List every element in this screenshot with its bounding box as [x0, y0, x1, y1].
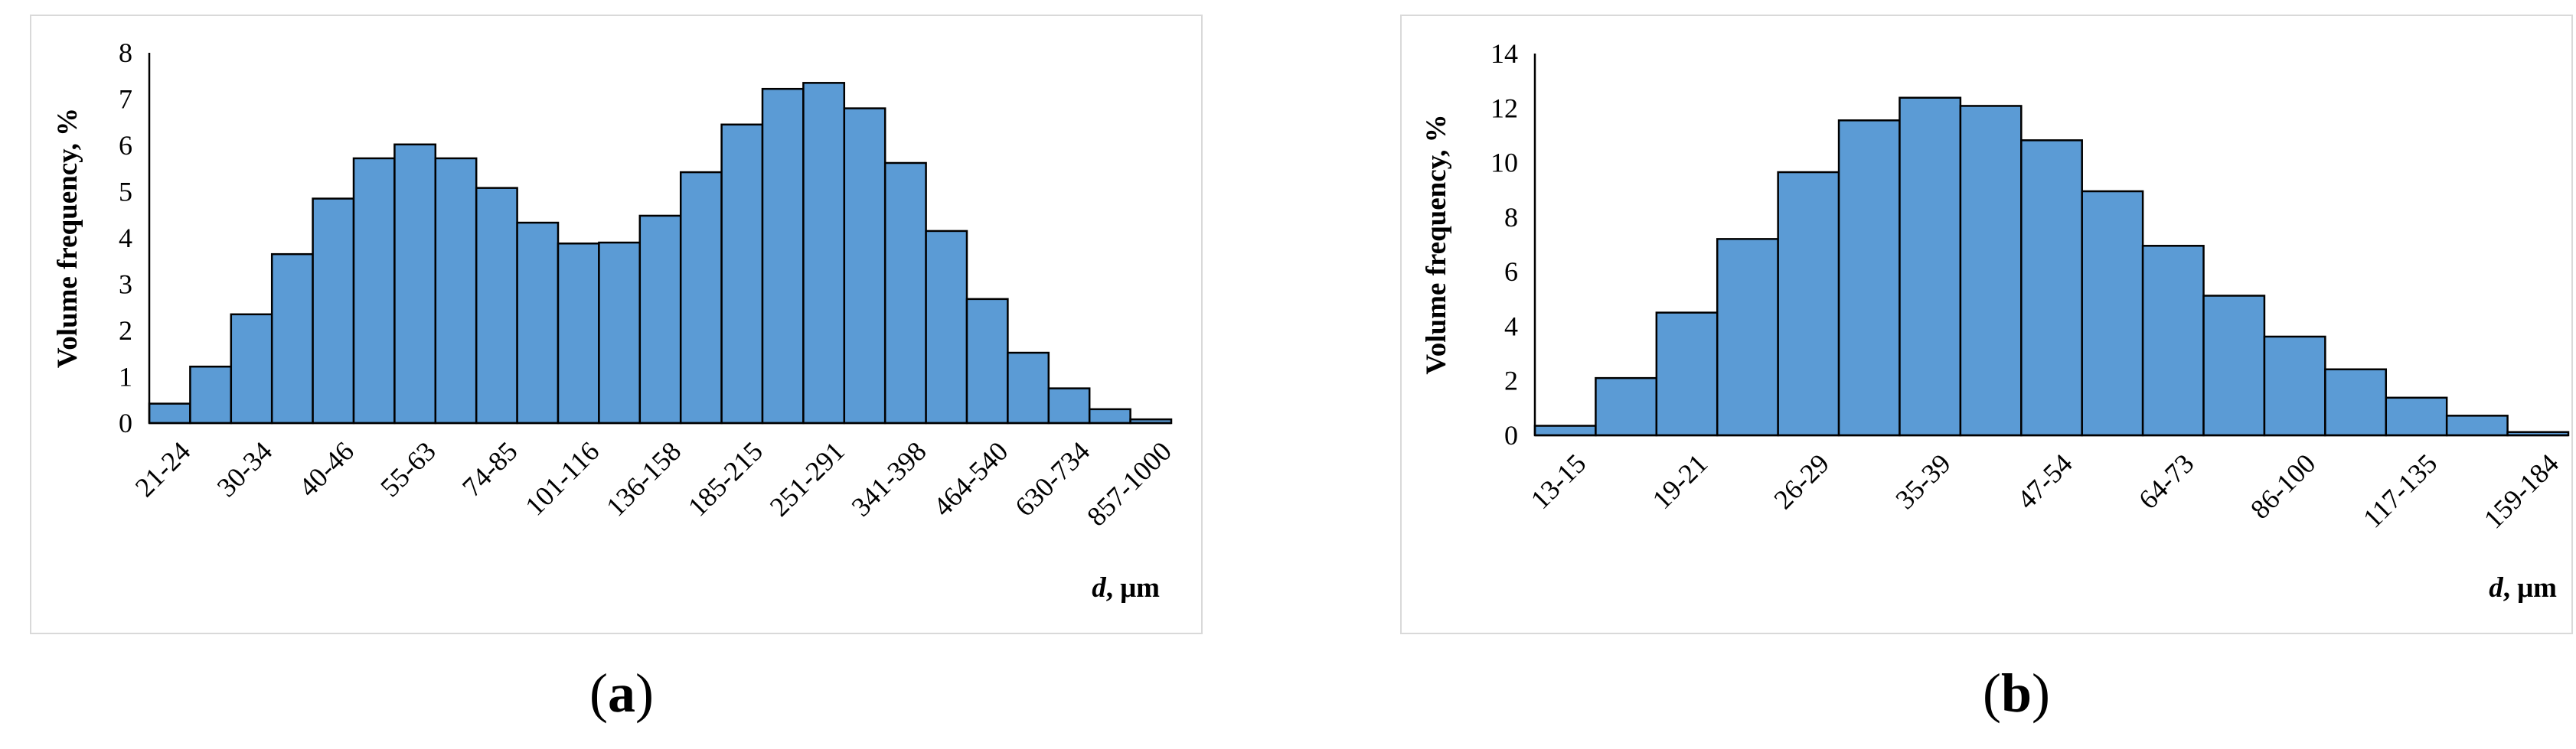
- bar-251-291: [802, 82, 846, 425]
- bar-734-857: [1088, 408, 1131, 425]
- bar-19-21: [1655, 311, 1719, 437]
- y-tick-label: 0: [119, 408, 132, 438]
- bar-15-19: [1595, 376, 1658, 437]
- y-tick-label: 2: [1504, 366, 1518, 396]
- x-axis-title: d, μm: [2489, 572, 2557, 604]
- y-tick-label: 7: [119, 84, 132, 115]
- bar-24-30: [189, 365, 233, 425]
- chart-panel-b: 0 2 4 6 8 10 12 14 13-15 19-21 26-29 35-39 47-54 64-7…: [1397, 0, 2576, 658]
- y-tick-label: 8: [119, 37, 132, 68]
- bar-30-34: [230, 313, 273, 425]
- bar-158-185: [679, 171, 723, 425]
- panel-label-a: (a): [589, 663, 654, 724]
- y-tick-label: 4: [1504, 311, 1518, 341]
- bar-116-136: [598, 241, 642, 425]
- bar-34-40: [270, 252, 314, 425]
- bar-54-64: [2081, 190, 2144, 437]
- bar-86-100: [2263, 335, 2326, 437]
- bar-136-158: [638, 214, 682, 425]
- bar-341-398: [883, 161, 927, 425]
- y-tick-label: 6: [119, 130, 132, 161]
- x-axis-title-unit: , μm: [2503, 572, 2557, 604]
- y-tick-label: 10: [1490, 148, 1518, 178]
- y-axis-title: Volume frequency, %: [1421, 114, 1452, 374]
- panel-label-b: (b): [1983, 663, 2051, 724]
- x-axis-title-symbol: d: [1092, 572, 1106, 604]
- bar-540-630: [1007, 351, 1050, 425]
- bar-55-63: [393, 143, 437, 425]
- bar-101-116: [557, 243, 600, 425]
- y-tick-label: 5: [119, 177, 132, 207]
- y-tick-label: 8: [1504, 202, 1518, 233]
- bar-135-159: [2445, 415, 2509, 437]
- bar-40-46: [312, 197, 355, 425]
- y-tick-label: 6: [1504, 256, 1518, 287]
- x-axis-title: d, μm: [1092, 572, 1160, 604]
- bar-21-24: [148, 402, 191, 425]
- bar-291-341: [843, 107, 886, 425]
- y-axis-title: Volume frequency, %: [52, 108, 83, 368]
- bar-35-39: [1899, 96, 1962, 437]
- x-axis-title-unit: , μm: [1106, 572, 1160, 604]
- bar-64-73: [2141, 245, 2205, 437]
- y-tick-label: 12: [1490, 93, 1518, 123]
- bar-398-464: [925, 230, 968, 425]
- y-tick-label: 4: [119, 223, 132, 253]
- bar-39-47: [1959, 105, 2023, 437]
- y-tick-label: 2: [119, 315, 132, 346]
- bar-13-15: [1533, 425, 1597, 437]
- bar-100-117: [2324, 368, 2388, 437]
- bar-630-734: [1047, 387, 1091, 425]
- y-tick-label: 1: [119, 362, 132, 392]
- y-tick-label: 3: [119, 269, 132, 300]
- bar-46-55: [352, 157, 396, 425]
- bar-21-26: [1716, 238, 1779, 437]
- y-tick-label: 14: [1490, 38, 1518, 69]
- bar-117-135: [2385, 396, 2448, 437]
- bar-29-35: [1837, 119, 1901, 437]
- bar-464-540: [965, 298, 1009, 425]
- bar-47-54: [2020, 139, 2083, 437]
- bar-215-251: [761, 87, 805, 425]
- bar-85-101: [516, 221, 560, 425]
- bar-63-74: [434, 157, 478, 425]
- bar-74-85: [475, 187, 518, 425]
- y-tick-label: 0: [1504, 420, 1518, 451]
- bar-73-86: [2202, 295, 2266, 437]
- bar-185-215: [720, 123, 764, 425]
- chart-panel-a: 0 1 2 3 4 5 6 7 8 21-24 30-34 40-46 55-63 74-85 101-11…: [0, 0, 1210, 658]
- x-axis-title-symbol: d: [2489, 572, 2503, 604]
- bar-26-29: [1777, 171, 1840, 437]
